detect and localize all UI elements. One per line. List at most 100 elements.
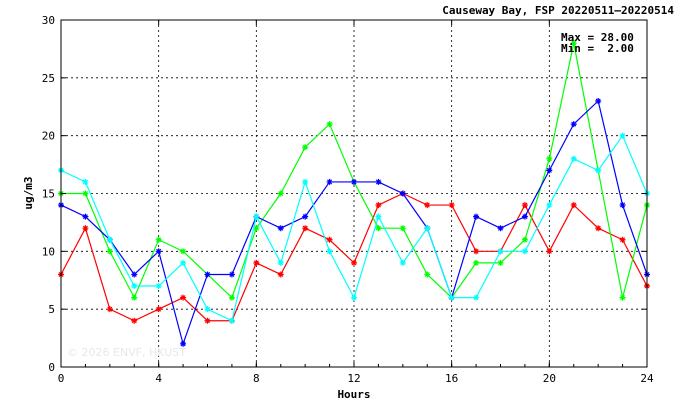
- data-point: [521, 248, 528, 255]
- x-tick-label: 20: [543, 372, 556, 385]
- data-point: [473, 213, 480, 220]
- data-point: [448, 202, 455, 209]
- data-point: [546, 202, 553, 209]
- data-point: [82, 213, 89, 220]
- data-point: [351, 178, 357, 185]
- data-point: [204, 271, 211, 278]
- data-point: [595, 167, 602, 174]
- x-axis-title: Hours: [337, 388, 370, 401]
- data-point: [82, 178, 89, 185]
- data-point: [228, 271, 235, 278]
- data-point: [131, 294, 138, 301]
- data-point: [155, 283, 162, 290]
- data-point: [521, 202, 528, 209]
- y-tick-label: 25: [42, 72, 55, 85]
- x-tick-label: 16: [445, 372, 458, 385]
- y-tick-label: 15: [42, 188, 55, 201]
- y-tick-label: 5: [48, 303, 55, 316]
- data-point: [473, 294, 480, 301]
- data-point: [375, 213, 382, 220]
- data-point: [106, 248, 113, 255]
- data-point: [277, 190, 284, 197]
- data-point: [131, 317, 138, 324]
- grid: [61, 20, 647, 367]
- x-tick-label: 12: [347, 372, 360, 385]
- data-point: [302, 178, 309, 185]
- series-layer: [58, 40, 650, 347]
- data-point: [497, 248, 504, 255]
- y-axis-title: ug/m3: [22, 176, 35, 209]
- data-point: [570, 121, 577, 128]
- data-point: [253, 213, 260, 220]
- data-point: [155, 236, 162, 243]
- data-point: [595, 97, 602, 104]
- x-tick-label: 24: [640, 372, 654, 385]
- min-annotation: Min = 2.00: [561, 42, 634, 55]
- data-point: [473, 248, 480, 255]
- data-point: [351, 294, 357, 301]
- x-tick-label: 0: [58, 372, 65, 385]
- data-point: [106, 236, 113, 243]
- data-point: [155, 306, 162, 313]
- data-point: [228, 317, 235, 324]
- data-point: [399, 259, 406, 266]
- data-point: [595, 225, 602, 232]
- data-point: [570, 155, 577, 162]
- x-tick-label: 8: [253, 372, 260, 385]
- y-tick-label: 30: [42, 14, 55, 27]
- data-point: [326, 121, 333, 128]
- data-point: [521, 236, 528, 243]
- y-tick-label: 20: [42, 130, 55, 143]
- data-point: [619, 236, 626, 243]
- data-point: [424, 271, 431, 278]
- data-point: [619, 294, 626, 301]
- watermark: © 2026 ENVF, HKUST: [67, 346, 186, 359]
- data-point: [180, 294, 187, 301]
- data-point: [204, 306, 211, 313]
- data-point: [131, 283, 138, 290]
- data-point: [497, 225, 504, 232]
- data-point: [570, 40, 577, 47]
- chart-title: Causeway Bay, FSP 20220511–20220514: [442, 4, 674, 17]
- data-point: [424, 225, 431, 232]
- data-point: [180, 340, 187, 347]
- data-point: [497, 259, 504, 266]
- data-point: [82, 225, 89, 232]
- data-point: [546, 248, 553, 255]
- ticks: 0 4 8 12 16 20 24 0 5 10 15 20 25 30: [42, 14, 654, 385]
- x-tick-label: 4: [155, 372, 162, 385]
- data-point: [473, 259, 480, 266]
- series-3: [58, 132, 650, 324]
- data-point: [619, 132, 626, 139]
- data-point: [399, 190, 406, 197]
- data-point: [155, 248, 162, 255]
- data-point: [180, 248, 187, 255]
- data-point: [277, 259, 284, 266]
- data-point: [131, 271, 138, 278]
- data-point: [399, 225, 406, 232]
- data-point: [253, 259, 260, 266]
- data-point: [253, 225, 260, 232]
- data-point: [546, 167, 553, 174]
- y-tick-label: 0: [48, 361, 55, 374]
- data-point: [619, 202, 626, 209]
- data-point: [521, 213, 528, 220]
- data-point: [448, 294, 455, 301]
- data-point: [326, 248, 333, 255]
- data-point: [106, 306, 113, 313]
- data-point: [302, 144, 309, 151]
- data-point: [302, 225, 309, 232]
- data-point: [277, 225, 284, 232]
- data-point: [546, 155, 553, 162]
- data-point: [424, 202, 431, 209]
- series-line: [60, 99, 648, 346]
- data-point: [180, 259, 187, 266]
- data-point: [375, 202, 382, 209]
- data-point: [277, 271, 284, 278]
- data-point: [82, 190, 89, 197]
- data-point: [326, 236, 333, 243]
- data-point: [570, 202, 577, 209]
- series-line: [60, 134, 648, 322]
- max-annotation: Max = 28.00: [561, 31, 634, 44]
